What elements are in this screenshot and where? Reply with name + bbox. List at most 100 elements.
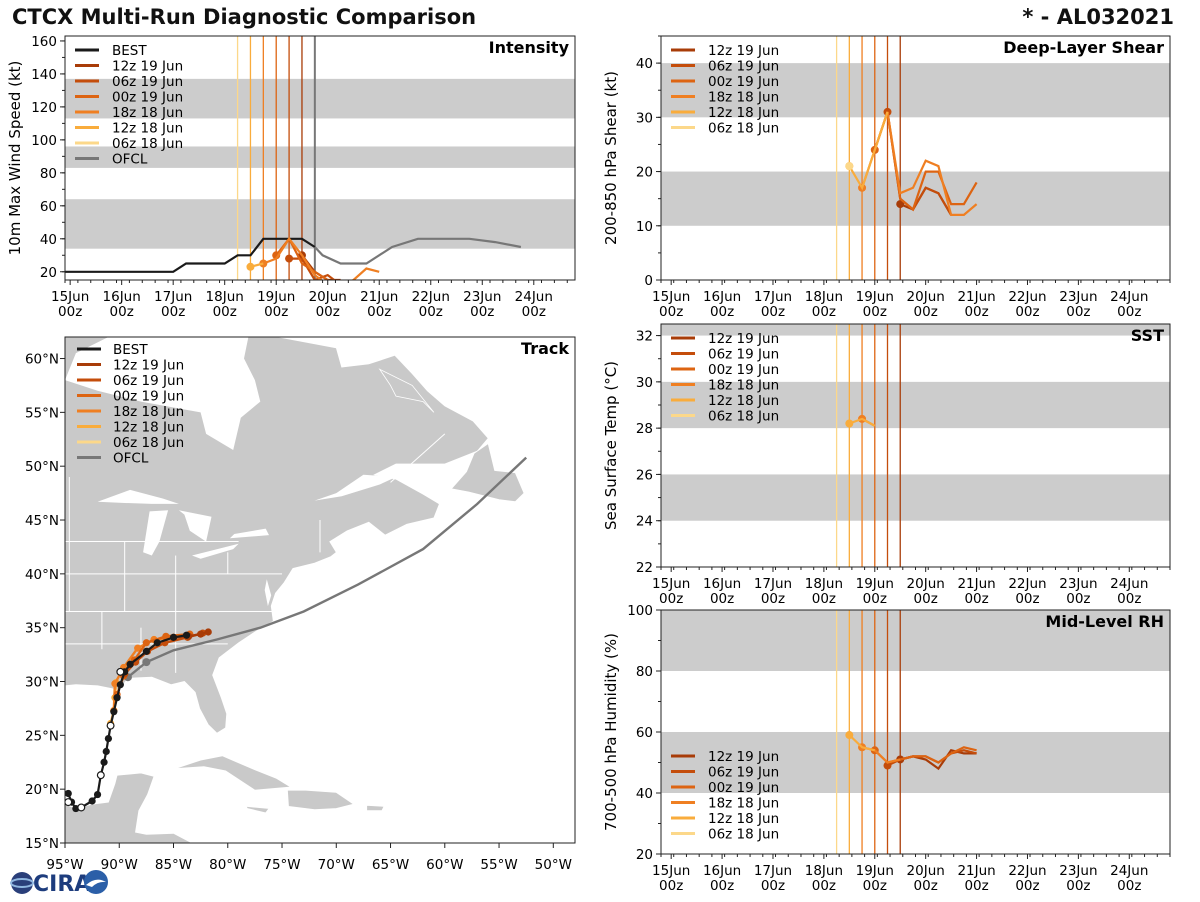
x-tick-label: 24Jun 00z: [515, 289, 553, 320]
x-tick-hour: 00z: [863, 304, 887, 320]
x-tick-label: 20Jun 00z: [907, 289, 945, 320]
series-line-06z-19-jun: [289, 257, 336, 280]
threshold-band: [661, 324, 1170, 336]
threshold-band: [65, 146, 575, 168]
x-tick-hour: 00z: [863, 591, 887, 607]
lat-tick-label: 15°N: [25, 836, 59, 852]
x-tick-label: 21Jun 00z: [957, 863, 995, 894]
x-tick-day: 24Jun: [1110, 289, 1148, 305]
x-tick-day: 17Jun: [754, 863, 792, 879]
series-start-point: [246, 262, 255, 271]
series-line-ofcl: [313, 237, 522, 265]
legend-label: 12z 18 Jun: [112, 121, 183, 137]
panel-title: Track: [521, 339, 569, 358]
best-track-point: [113, 694, 121, 702]
y-tick-label: 26: [636, 467, 653, 483]
x-tick-hour: 00z: [264, 304, 288, 320]
x-tick-day: 22Jun: [412, 289, 450, 305]
y-tick-label: 22: [636, 560, 653, 576]
x-tick-hour: 00z: [812, 304, 836, 320]
x-tick-hour: 00z: [710, 304, 734, 320]
ofcl-track-point: [142, 658, 151, 667]
x-tick-label: 16Jun 00z: [703, 863, 741, 894]
x-tick-hour: 00z: [161, 304, 185, 320]
cuba-land: [174, 755, 292, 791]
x-tick-day: 18Jun: [805, 863, 843, 879]
legend-label: 06z 18 Jun: [708, 827, 779, 843]
x-tick-hour: 00z: [761, 591, 785, 607]
x-tick-hour: 00z: [964, 878, 988, 894]
x-tick-label: 21Jun 00z: [957, 289, 995, 320]
y-tick-label: 32: [636, 329, 653, 345]
legend-label: 06z 18 Jun: [112, 136, 183, 152]
legend-label: OFCL: [112, 152, 148, 168]
x-tick-day: 17Jun: [754, 576, 792, 592]
threshold-band: [661, 381, 1170, 429]
x-tick-day: 22Jun: [1008, 289, 1046, 305]
lon-tick-label: 65°W: [372, 857, 409, 873]
best-track-point: [88, 797, 96, 805]
panel-title: Deep-Layer Shear: [1003, 38, 1164, 57]
legend-label: OFCL: [113, 451, 149, 467]
x-tick-label: 18Jun 00z: [805, 289, 843, 320]
best-track-open-point: [96, 771, 105, 780]
legend-label: 00z 19 Jun: [113, 389, 184, 405]
series-start-point: [259, 259, 268, 268]
x-tick-hour: 00z: [659, 304, 683, 320]
lon-tick-label: 60°W: [426, 857, 463, 873]
legend-label: 00z 19 Jun: [708, 74, 779, 90]
x-tick-hour: 00z: [316, 304, 340, 320]
series-start-point: [285, 254, 294, 263]
x-tick-day: 24Jun: [515, 289, 553, 305]
lon-tick-label: 90°W: [101, 857, 138, 873]
page-title: CTCX Multi-Run Diagnostic Comparison: [12, 5, 477, 29]
cira-logo: CIRA: [6, 868, 110, 898]
legend-label: 12z 18 Jun: [708, 393, 779, 409]
legend-label: 18z 18 Jun: [708, 90, 779, 106]
logo-text: CIRA: [33, 872, 91, 897]
x-tick-day: 21Jun: [957, 863, 995, 879]
x-tick-label: 17Jun 00z: [754, 289, 792, 320]
legend-label: 18z 18 Jun: [112, 105, 183, 121]
x-tick-day: 20Jun: [309, 289, 347, 305]
x-tick-label: 18Jun 00z: [206, 289, 244, 320]
x-tick-label: 18Jun 00z: [805, 576, 843, 607]
x-tick-label: 16Jun 00z: [703, 289, 741, 320]
x-tick-hour: 00z: [1015, 878, 1039, 894]
lat-tick-label: 25°N: [25, 728, 59, 744]
run-track-point: [142, 639, 150, 647]
best-track-point: [116, 681, 124, 689]
best-track-point: [93, 790, 102, 799]
legend-label: 06z 19 Jun: [708, 347, 779, 363]
y-axis-label: Sea Surface Temp (°C): [602, 361, 620, 530]
lat-tick-label: 20°N: [25, 782, 59, 798]
x-tick-label: 23Jun 00z: [463, 289, 501, 320]
x-tick-day: 23Jun: [1059, 863, 1097, 879]
x-tick-day: 20Jun: [907, 576, 945, 592]
x-tick-day: 15Jun: [652, 289, 690, 305]
x-tick-day: 21Jun: [360, 289, 398, 305]
north-america-land: [65, 337, 489, 734]
y-tick-label: 160: [31, 34, 57, 50]
legend-label: 06z 19 Jun: [708, 59, 779, 75]
x-tick-label: 22Jun 00z: [412, 289, 450, 320]
lat-tick-label: 50°N: [25, 459, 59, 475]
x-tick-hour: 00z: [761, 304, 785, 320]
x-tick-day: 16Jun: [703, 863, 741, 879]
legend-label: 06z 18 Jun: [708, 121, 779, 137]
x-tick-day: 18Jun: [805, 576, 843, 592]
legend-label: 06z 19 Jun: [113, 373, 184, 389]
x-tick-hour: 00z: [812, 591, 836, 607]
y-tick-label: 0: [644, 273, 653, 289]
legend-label: 06z 18 Jun: [113, 435, 184, 451]
lake-michigan: [143, 510, 169, 556]
x-tick-label: 19Jun 00z: [856, 576, 894, 607]
y-tick-label: 20: [636, 847, 653, 863]
x-tick-day: 24Jun: [1110, 863, 1148, 879]
x-tick-label: 19Jun 00z: [856, 289, 894, 320]
series-line-18z-18-jun: [262, 236, 380, 280]
x-tick-label: 22Jun 00z: [1008, 289, 1046, 320]
x-tick-hour: 00z: [367, 304, 391, 320]
